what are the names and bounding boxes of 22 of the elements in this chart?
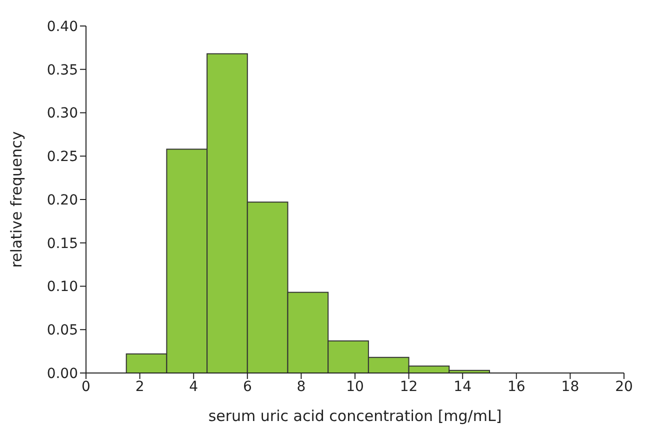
y-tick-label: 0.20	[46, 192, 78, 208]
x-tick-label: 20	[615, 378, 633, 395]
x-tick-label: 4	[189, 378, 198, 395]
x-tick-label: 0	[82, 378, 90, 395]
x-tick-label: 10	[346, 378, 364, 395]
y-tick-label: 0.00	[46, 366, 78, 382]
y-tick-label: 0.40	[46, 18, 78, 35]
y-tick-label: 0.35	[46, 62, 78, 78]
y-tick-label: 0.30	[46, 106, 78, 122]
x-tick-label: 6	[242, 378, 252, 395]
x-tick-label: 12	[400, 378, 418, 395]
y-axis-title: relative frequency	[7, 131, 26, 268]
y-tick-label: 0.10	[46, 279, 78, 296]
y-tick-label: 0.25	[46, 149, 78, 166]
x-axis-title: serum uric acid concentration [mg/mL]	[208, 407, 502, 425]
x-tick-label: 2	[135, 378, 144, 395]
x-tick-label: 18	[561, 378, 580, 395]
x-tick-label: 16	[507, 378, 526, 395]
y-tick-label: 0.15	[46, 236, 78, 252]
y-tick-label: 0.05	[46, 322, 78, 339]
x-tick-label: 8	[296, 378, 306, 395]
x-tick-label: 14	[454, 378, 472, 395]
